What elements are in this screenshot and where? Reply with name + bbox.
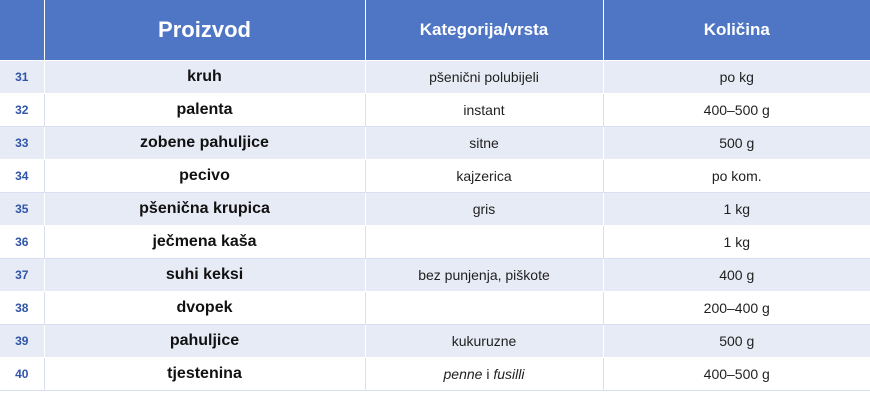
product-quantity: 500 g bbox=[603, 126, 870, 160]
row-number: 38 bbox=[0, 291, 45, 325]
product-quantity: 1 kg bbox=[603, 192, 870, 226]
product-name: kruh bbox=[44, 60, 366, 94]
product-name: pecivo bbox=[44, 159, 366, 193]
row-number: 31 bbox=[0, 60, 45, 94]
row-number: 40 bbox=[0, 357, 45, 391]
row-number: 35 bbox=[0, 192, 45, 226]
product-quantity: 1 kg bbox=[603, 225, 870, 259]
header-quantity: Količina bbox=[603, 0, 870, 61]
header-category: Kategorija/vrsta bbox=[365, 0, 604, 61]
table-row: 37 suhi keksi bez punjenja, piškote 400 … bbox=[0, 258, 870, 292]
row-number: 37 bbox=[0, 258, 45, 292]
product-category: sitne bbox=[365, 126, 604, 160]
product-name: palenta bbox=[44, 93, 366, 127]
product-category bbox=[365, 225, 604, 259]
product-name: ječmena kaša bbox=[44, 225, 366, 259]
product-name: tjestenina bbox=[44, 357, 366, 391]
table-row: 33 zobene pahuljice sitne 500 g bbox=[0, 126, 870, 160]
product-name: pšenična krupica bbox=[44, 192, 366, 226]
product-quantity: 200–400 g bbox=[603, 291, 870, 325]
header-row: Proizvod Kategorija/vrsta Količina bbox=[0, 0, 870, 61]
category-part-italic: fusilli bbox=[493, 366, 525, 382]
row-number: 32 bbox=[0, 93, 45, 127]
table-row: 35 pšenična krupica gris 1 kg bbox=[0, 192, 870, 226]
header-product: Proizvod bbox=[44, 0, 366, 61]
product-quantity: 500 g bbox=[603, 324, 870, 358]
product-category: kajzerica bbox=[365, 159, 604, 193]
category-part-italic: penne bbox=[443, 366, 483, 382]
table-row: 34 pecivo kajzerica po kom. bbox=[0, 159, 870, 193]
product-name: dvopek bbox=[44, 291, 366, 325]
product-category: pšenični polubijeli bbox=[365, 60, 604, 94]
table-row: 38 dvopek 200–400 g bbox=[0, 291, 870, 325]
product-quantity: 400–500 g bbox=[603, 93, 870, 127]
product-name: zobene pahuljice bbox=[44, 126, 366, 160]
table-row: 31 kruh pšenični polubijeli po kg bbox=[0, 60, 870, 94]
row-number: 36 bbox=[0, 225, 45, 259]
product-name: suhi keksi bbox=[44, 258, 366, 292]
table-row: 39 pahuljice kukuruzne 500 g bbox=[0, 324, 870, 358]
product-quantity: 400 g bbox=[603, 258, 870, 292]
row-number: 39 bbox=[0, 324, 45, 358]
product-quantity: 400–500 g bbox=[603, 357, 870, 391]
product-quantity: po kom. bbox=[603, 159, 870, 193]
product-category: bez punjenja, piškote bbox=[365, 258, 604, 292]
row-number: 34 bbox=[0, 159, 45, 193]
row-number: 33 bbox=[0, 126, 45, 160]
product-name: pahuljice bbox=[44, 324, 366, 358]
product-category: instant bbox=[365, 93, 604, 127]
product-category: kukuruzne bbox=[365, 324, 604, 358]
table-row: 40 tjestenina penne i fusilli 400–500 g bbox=[0, 357, 870, 391]
table-row: 32 palenta instant 400–500 g bbox=[0, 93, 870, 127]
product-category: gris bbox=[365, 192, 604, 226]
header-num bbox=[0, 0, 45, 61]
category-joiner: i bbox=[482, 366, 494, 382]
product-category bbox=[365, 291, 604, 325]
product-quantity: po kg bbox=[603, 60, 870, 94]
table-row: 36 ječmena kaša 1 kg bbox=[0, 225, 870, 259]
product-category: penne i fusilli bbox=[365, 357, 604, 391]
products-table: Proizvod Kategorija/vrsta Količina 31 kr… bbox=[0, 0, 870, 391]
